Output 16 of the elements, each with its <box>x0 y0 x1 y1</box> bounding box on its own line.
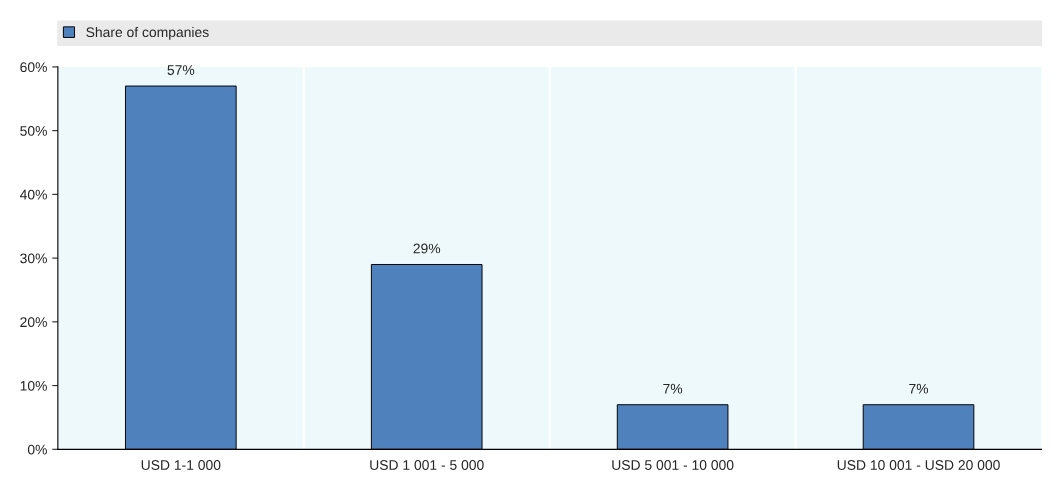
x-tick-label: USD 1-1 000 <box>141 460 221 470</box>
data-label: 29% <box>413 243 441 254</box>
y-tick-label: 30% <box>20 253 47 264</box>
y-tick-label: 40% <box>19 189 47 200</box>
y-tick-label: 20% <box>20 317 47 328</box>
y-tick-label: 50% <box>20 125 47 136</box>
y-tick-label: 60% <box>20 62 47 73</box>
x-tick-label: USD 1 001 - 5 000 <box>370 460 484 470</box>
x-tick-label: USD 5 001 - 10 000 <box>612 460 734 470</box>
y-tick-label: 0% <box>27 444 47 455</box>
x-tick-label: USD 10 001 - USD 20 000 <box>837 460 1000 470</box>
legend-label: Share of companies <box>86 26 209 40</box>
y-tick-label: 10% <box>20 380 47 391</box>
data-label: 7% <box>909 383 929 394</box>
data-label: 57% <box>167 65 195 75</box>
data-label: 7% <box>663 383 683 394</box>
